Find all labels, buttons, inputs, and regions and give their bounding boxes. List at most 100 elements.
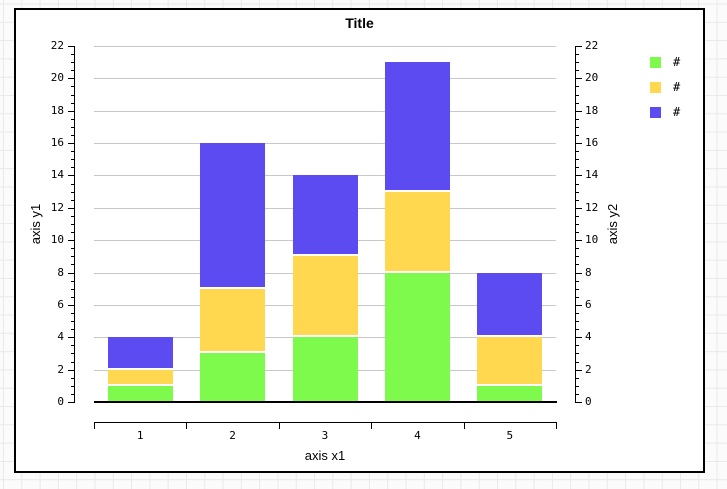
y-right-minor-tick [576,118,579,120]
bar-segment [292,256,358,338]
y-left-axis-title: axis y1 [28,203,43,245]
x-axis-tick [463,422,465,429]
y-right-tick-label: 12 [585,200,599,214]
y-left-major-tick [68,46,74,47]
y-right-minor-tick [576,102,579,104]
x-category-label: 4 [414,429,421,442]
y-right-tick-label: 10 [585,233,599,247]
y-right-minor-tick [576,313,579,314]
y-left-major-tick [68,240,74,242]
y-left-minor-tick [71,54,74,56]
y-left-major-tick [68,78,74,80]
y-left-minor-tick [71,377,74,379]
y-right-tick-label: 16 [585,136,599,150]
y-right-minor-tick [576,86,579,88]
y-left-major-tick [68,337,74,339]
y-left-minor-tick [71,70,74,72]
y-right-major-tick [576,402,582,403]
legend: # # # [650,55,681,119]
legend-label: # [673,55,681,69]
x-category-label: 5 [506,429,514,442]
legend-swatch [650,82,661,93]
y-right-minor-tick [576,167,579,169]
y-gridline [94,78,556,80]
y-right-minor-tick [576,385,579,387]
legend-item: # [650,80,681,94]
y-right-tick-label: 22 [585,39,599,52]
y-left-minor-tick [71,296,74,298]
y-right-major-tick [576,240,582,242]
y-left-major-tick [68,143,74,145]
y-left-tick-label: 0 [57,395,64,408]
y-left-minor-tick [71,280,74,282]
y-left-minor-tick [71,102,74,104]
bar-segment [384,62,450,192]
y-right-minor-tick [576,321,579,323]
y-right-minor-tick [576,191,579,193]
y-left-axis-line [74,46,75,403]
y-left-minor-tick [71,393,74,395]
x-axis-tick [94,422,95,429]
y-left-minor-tick [71,385,74,387]
y-right-minor-tick [576,151,579,153]
y-left-tick-label: 14 [50,168,64,182]
y-left-major-tick [68,175,74,177]
y-left-minor-tick [71,353,74,355]
y-right-minor-tick [576,199,579,201]
y-right-major-tick [576,78,582,80]
legend-swatch [650,57,661,68]
y-right-minor-tick [576,280,579,282]
y-left-minor-tick [71,86,74,88]
y-left-tick-label: 6 [57,297,64,311]
legend-label: # [673,105,681,119]
bar-segment [107,369,173,386]
y-gridline [94,110,556,112]
y-left-tick-label: 18 [50,103,64,117]
y-left-minor-tick [71,264,74,266]
legend-swatch [650,107,661,118]
y-right-minor-tick [576,224,579,225]
y-right-major-tick [576,143,582,145]
y-left-minor-tick [71,167,74,169]
y-right-tick-label: 4 [585,330,592,344]
y-left-minor-tick [71,199,74,201]
y-left-minor-tick [71,159,74,161]
y-left-tick-label: 12 [50,200,64,214]
y-right-axis-line [575,46,576,403]
bar-segment [107,385,173,402]
legend-label: # [673,80,681,94]
x-axis-tick [556,422,557,429]
chart-canvas: Title 0 2 4 6 8 10 12 14 16 18 20 22 0 2 4 6 8 10 12 14 16 18… [14,8,705,473]
y-right-major-tick [576,175,582,177]
y-right-minor-tick [576,54,579,56]
y-left-major-tick [68,110,74,112]
y-right-minor-tick [576,296,579,298]
bar-segment [107,337,173,370]
y-left-minor-tick [71,151,74,153]
y-left-minor-tick [71,118,74,120]
y-left-minor-tick [71,288,74,290]
bar-segment [292,337,358,402]
y-right-minor-tick [576,159,579,161]
x-axis-tick [278,422,280,429]
y-right-tick-label: 8 [585,265,592,279]
y-left-minor-tick [71,191,74,193]
y-right-minor-tick [576,62,579,64]
y-left-minor-tick [71,224,74,225]
x-axis-title: axis x1 [304,448,346,463]
y-right-major-tick [576,46,582,47]
y-left-major-tick [68,304,74,306]
y-left-minor-tick [71,321,74,323]
y-left-tick-label: 16 [50,136,64,150]
x-axis-tick [371,422,373,429]
y-right-major-tick [576,369,582,371]
x-category-label: 1 [136,429,144,442]
y-left-minor-tick [71,256,74,258]
y-left-minor-tick [71,248,74,250]
y-right-major-tick [576,304,582,306]
bar-segment [200,288,266,354]
y-left-minor-tick [71,215,74,217]
chart-inner: Title 0 2 4 6 8 10 12 14 16 18 20 22 0 2 4 6 8 10 12 14 16 18… [16,10,703,471]
y-right-minor-tick [576,288,579,290]
